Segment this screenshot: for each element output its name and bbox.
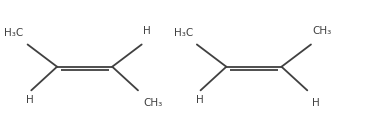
Text: CH₃: CH₃ [312,26,332,36]
Text: H: H [26,95,34,105]
Text: H₃C: H₃C [174,28,193,38]
Text: H: H [195,95,204,105]
Text: H: H [143,26,151,36]
Text: H: H [312,98,320,108]
Text: CH₃: CH₃ [143,98,162,108]
Text: H₃C: H₃C [4,28,24,38]
